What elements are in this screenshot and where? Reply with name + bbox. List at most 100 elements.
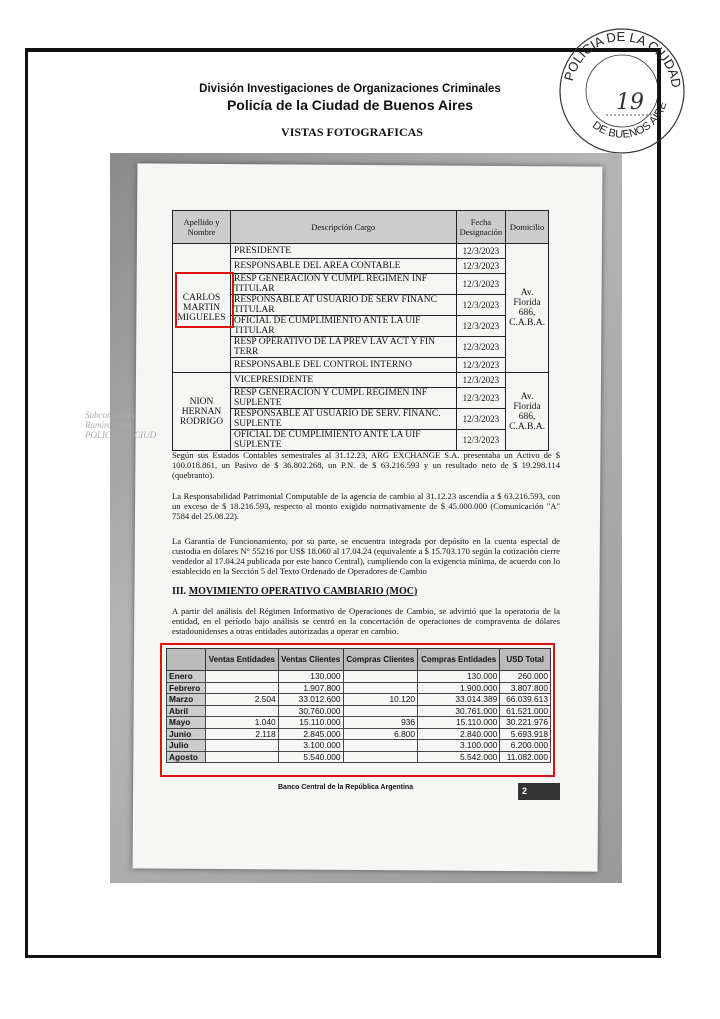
value-cell: 6.200.000 bbox=[499, 739, 551, 752]
table-row: OFICIAL DE CUMPLIMIENTO ANTE LA UIF TITU… bbox=[173, 315, 549, 337]
authorities-table: Apellido y Nombre Descripción Cargo Fech… bbox=[172, 210, 549, 451]
highlight-name-box bbox=[175, 272, 234, 328]
month-cell: Marzo bbox=[165, 693, 207, 706]
value-cell: 6.800 bbox=[342, 727, 419, 740]
col-header: Compras Entidades bbox=[417, 648, 501, 671]
col-header: Fecha Designación bbox=[455, 210, 507, 244]
section-heading: III. MOVIMIENTO OPERATIVO CAMBIARIO (MOC… bbox=[172, 586, 417, 597]
value-cell bbox=[342, 670, 419, 683]
svg-text:POLICIA DE LA CIUDAD: POLICIA DE LA CIUDAD bbox=[561, 29, 684, 89]
cargo-cell: PRESIDENTE bbox=[230, 243, 457, 259]
table-row: RESPONSABLE DEL AREA CONTABLE 12/3/2023 bbox=[173, 258, 549, 274]
page-title: VISTAS FOTOGRAFICAS bbox=[281, 125, 423, 139]
fecha-cell: 12/3/2023 bbox=[455, 273, 507, 295]
stamp-top-text: POLICIA DE LA CIUDAD bbox=[561, 29, 684, 89]
paragraph: La Responsabilidad Patrimonial Computabl… bbox=[172, 491, 560, 521]
section-title: MOVIMIENTO OPERATIVO CAMBIARIO (MOC) bbox=[188, 586, 418, 597]
value-cell bbox=[205, 681, 279, 694]
table-row: RESPONSABLE AT USUARIO DE SERV FINANC TI… bbox=[173, 294, 549, 316]
table-row: NION HERNAN RODRIGO VICEPRESIDENTE 12/3/20… bbox=[172, 372, 549, 451]
value-cell bbox=[205, 739, 279, 752]
table-row: Junio 2.118 2.845.000 6.800 2.840.000 5.693.9… bbox=[165, 727, 551, 740]
police-stamp: POLICIA DE LA CIUDAD DE BUENOS AIRES 19 bbox=[556, 25, 685, 154]
table-row: Julio 3.100.000 3.100.000 6.200.000 bbox=[165, 739, 551, 752]
cargo-cell: RESP GENERACION Y CUMPL REGIMEN INF SUPL… bbox=[230, 387, 457, 409]
value-cell: 33.014.389 bbox=[417, 693, 501, 706]
month-cell: Junio bbox=[165, 727, 207, 740]
value-cell: 2.840.000 bbox=[417, 727, 501, 740]
value-cell: 15.110.000 bbox=[417, 716, 501, 729]
cargo-cell: OFICIAL DE CUMPLIMIENTO ANTE LA UIF SUPL… bbox=[230, 429, 457, 451]
highlight-table-box bbox=[160, 643, 555, 777]
value-cell: 33.012.600 bbox=[277, 693, 344, 706]
cargo-cell: RESPONSABLE AT USUARIO DE SERV. FINANC. … bbox=[230, 408, 457, 430]
table-row: Febrero 1.907.800 1.900.000 3.807.800 bbox=[165, 681, 551, 694]
fecha-cell: 12/3/2023 bbox=[455, 243, 507, 259]
domicilio-cell: Av. Florida 686, C.A.B.A. bbox=[505, 372, 549, 451]
value-cell: 936 bbox=[342, 716, 419, 729]
col-header: USD Total bbox=[499, 648, 551, 671]
value-cell: 15.110.000 bbox=[277, 716, 344, 729]
col-header: Ventas Entidades bbox=[205, 648, 279, 671]
stamp-folio: 19 bbox=[616, 90, 644, 115]
value-cell: 130.000 bbox=[277, 670, 344, 683]
fecha-cell: 12/3/2023 bbox=[455, 336, 507, 358]
value-cell: 5.693.918 bbox=[499, 727, 551, 740]
month-cell: Abril bbox=[165, 704, 207, 717]
fecha-cell: 12/3/2023 bbox=[455, 408, 507, 430]
value-cell: 30.761.000 bbox=[417, 704, 501, 717]
value-cell: 5.540.000 bbox=[277, 750, 344, 763]
moc-table: Ventas Entidades Ventas Clientes Compras C… bbox=[165, 648, 551, 763]
document-frame bbox=[25, 48, 661, 958]
fecha-cell: 12/3/2023 bbox=[455, 387, 507, 409]
fecha-cell: 12/3/2023 bbox=[455, 429, 507, 451]
police-heading: Policía de la Ciudad de Buenos Aires bbox=[226, 97, 474, 113]
value-cell: 3.100.000 bbox=[277, 739, 344, 752]
value-cell: 260.000 bbox=[499, 670, 551, 683]
paragraph: La Garantía de Funcionamiento, por su pa… bbox=[172, 536, 560, 576]
table-row: Abril 30.760.000 30.761.000 61.521.000 bbox=[165, 704, 551, 717]
col-header bbox=[165, 648, 207, 671]
value-cell: 30.760.000 bbox=[277, 704, 344, 717]
value-cell: 2.118 bbox=[205, 727, 279, 740]
background-handwriting: Subcomisario Ramiro Aires POLICIA LA CIUD bbox=[85, 410, 157, 440]
table-row: RESP OPERATIVO DE LA PREV LAV ACT Y FIN … bbox=[173, 336, 549, 358]
fecha-cell: 12/3/2023 bbox=[455, 357, 507, 373]
col-header: Apellido y Nombre bbox=[172, 210, 231, 244]
col-header: Ventas Clientes bbox=[277, 648, 344, 671]
month-cell: Julio bbox=[165, 739, 207, 752]
col-header: Compras Clientes bbox=[342, 648, 419, 671]
value-cell: 61.521.000 bbox=[499, 704, 551, 717]
month-cell: Febrero bbox=[165, 681, 207, 694]
cargo-cell: VICEPRESIDENTE bbox=[230, 372, 457, 388]
month-cell: Mayo bbox=[165, 716, 207, 729]
cargo-cell: OFICIAL DE CUMPLIMIENTO ANTE LA UIF TITU… bbox=[230, 315, 457, 337]
value-cell: 11.082.000 bbox=[499, 750, 551, 763]
table-row: Marzo 2.504 33.012.600 10.120 33.014.389 66.0… bbox=[165, 693, 551, 706]
fecha-cell: 12/3/2023 bbox=[455, 372, 507, 388]
value-cell: 5.542.000 bbox=[417, 750, 501, 763]
value-cell: 66.039.613 bbox=[499, 693, 551, 706]
table-row: OFICIAL DE CUMPLIMIENTO ANTE LA UIF SUPL… bbox=[173, 429, 549, 451]
section-number: III. bbox=[172, 586, 187, 597]
table-row: Agosto 5.540.000 5.542.000 11.082.000 bbox=[165, 750, 551, 763]
paragraph: Según sus Estados Contables semestrales … bbox=[172, 450, 560, 480]
fecha-cell: 12/3/2023 bbox=[455, 294, 507, 316]
cargo-cell: RESP GENERACION Y CUMPL REGIMEN INF TITU… bbox=[230, 273, 457, 295]
person-name: CARLOS MARTIN MIGUELES bbox=[172, 243, 231, 373]
month-cell: Agosto bbox=[165, 750, 207, 763]
value-cell bbox=[342, 739, 419, 752]
value-cell: 130.000 bbox=[417, 670, 501, 683]
value-cell bbox=[205, 704, 279, 717]
table-row: Mayo 1.040 15.110.000 936 15.110.000 30.221.9… bbox=[165, 716, 551, 729]
month-cell: Enero bbox=[165, 670, 207, 683]
value-cell: 2.845.000 bbox=[277, 727, 344, 740]
value-cell: 2.504 bbox=[205, 693, 279, 706]
value-cell: 3.100.000 bbox=[417, 739, 501, 752]
cargo-cell: RESPONSABLE AT USUARIO DE SERV FINANC TI… bbox=[230, 294, 457, 316]
value-cell bbox=[342, 704, 419, 717]
cargo-cell: RESPONSABLE DEL CONTROL INTERNO bbox=[230, 357, 457, 373]
page-number: 2 bbox=[518, 783, 560, 800]
paragraph: A partir del análisis del Régimen Inform… bbox=[172, 606, 560, 636]
domicilio-cell: Av. Florida 686, C.A.B.A. bbox=[505, 243, 549, 373]
